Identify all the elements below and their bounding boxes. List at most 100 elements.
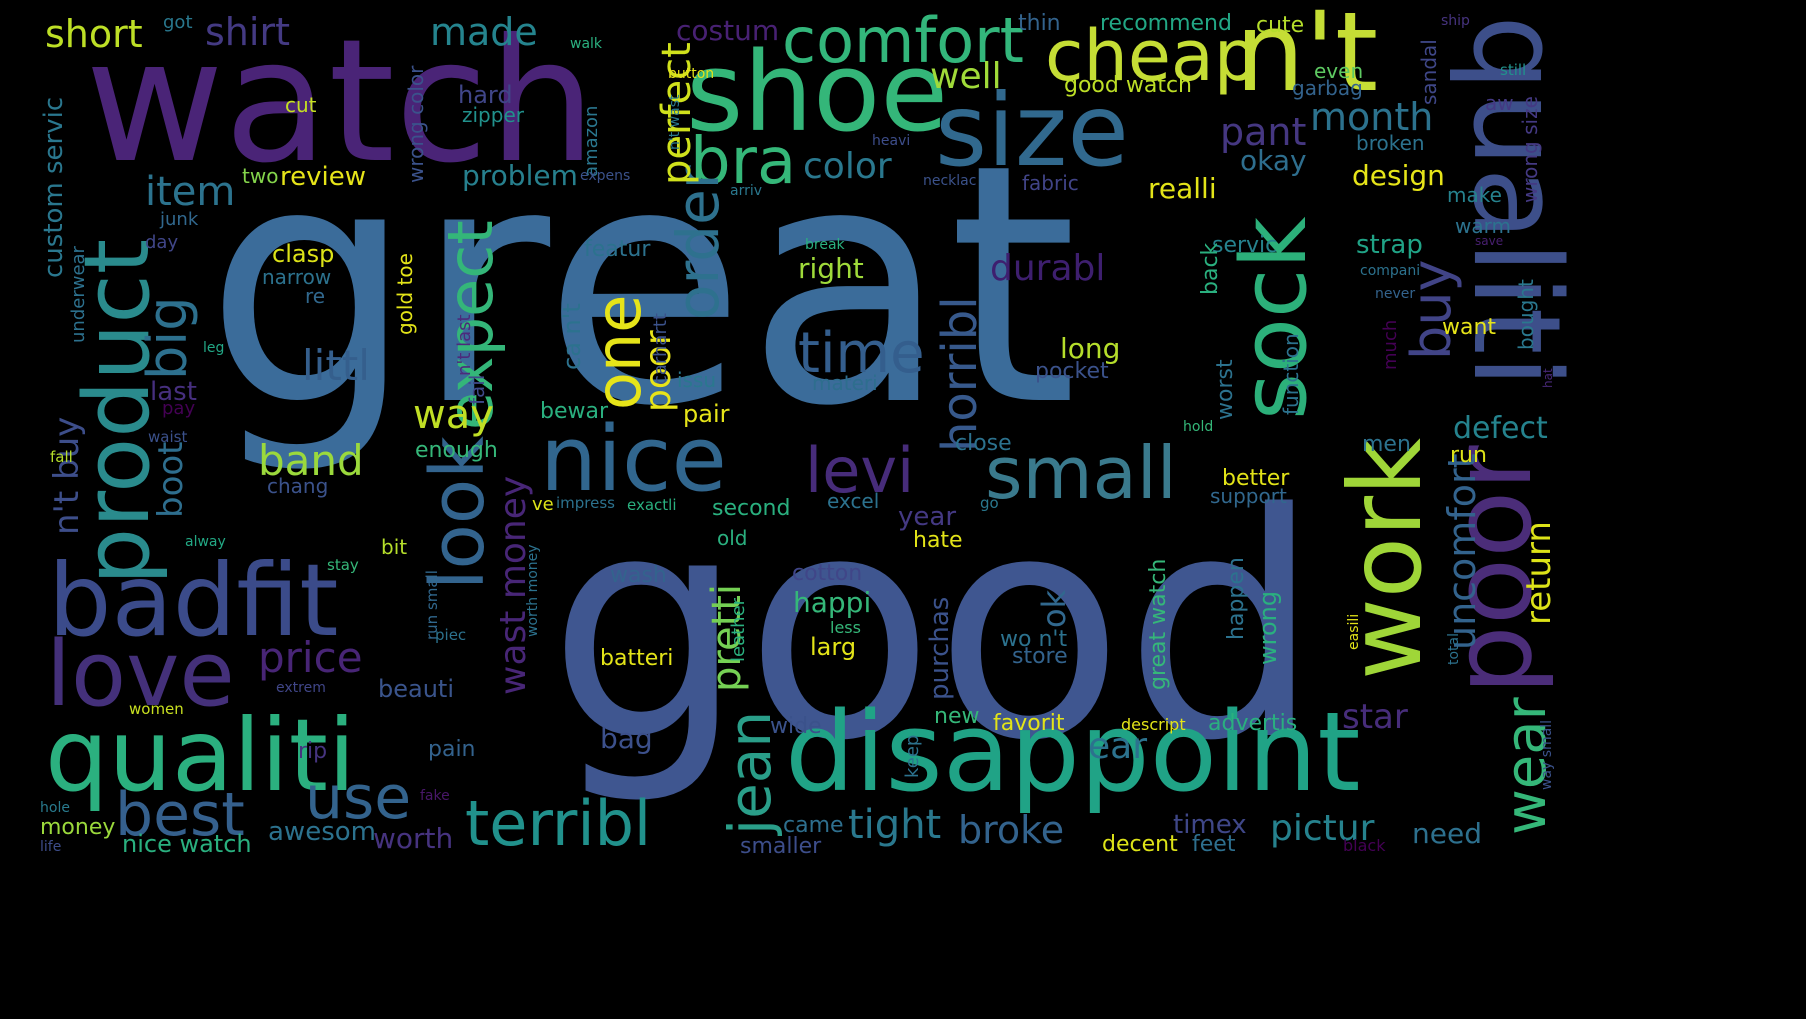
word-timex: timex [1173, 810, 1247, 840]
word-made: made [430, 10, 538, 54]
word-shoe: shoe [686, 28, 948, 156]
word-review: review [280, 162, 366, 192]
word-still: still [1500, 61, 1526, 79]
word-buy: buy [1400, 260, 1463, 360]
word-make: make [1447, 183, 1502, 207]
word-day: day [145, 232, 178, 253]
word-money: money [40, 815, 115, 840]
word-total: total [1446, 633, 1462, 665]
word-item: item [145, 169, 235, 215]
word-right: right [798, 252, 864, 285]
word-worst: worst [1213, 359, 1238, 420]
word-leather: leather [728, 597, 749, 662]
word-hard: hard [458, 81, 513, 109]
word-re: re [305, 284, 325, 308]
word-leg: leg [203, 340, 224, 356]
word-wast-money: wast money [493, 476, 534, 695]
word-good: good [548, 448, 1321, 809]
word-year: year [898, 502, 956, 532]
word-watch: watch [85, 3, 596, 201]
word-ok: ok [1035, 589, 1073, 628]
word-way-small: way small [1539, 720, 1555, 790]
word-nice: nice [540, 407, 727, 512]
word-bag: bag [600, 722, 653, 755]
word-bit: bit [381, 535, 407, 559]
word-impress: impress [556, 494, 615, 512]
word-enough: enough [415, 438, 498, 463]
word-short: short [45, 12, 143, 56]
word-feet: feet [1192, 832, 1236, 857]
word-recommend: recommend [1100, 11, 1232, 36]
word-expect: expect [434, 220, 507, 430]
word-poor: poor [1428, 445, 1556, 695]
word-custom-servic: custom servic [39, 97, 69, 278]
word-sock: sock [1222, 216, 1327, 420]
word-long: long [1060, 332, 1120, 365]
word-gold-toe: gold toe [393, 253, 417, 335]
word-life: life [40, 839, 61, 855]
word-worth: worth [373, 822, 453, 855]
word-problem: problem [462, 159, 578, 192]
word-two: two [242, 164, 278, 188]
word-uncomfort: uncomfort [1440, 454, 1484, 650]
word-month: month [1310, 95, 1433, 139]
word-tight: tight [848, 802, 941, 848]
word-pain: pain [428, 737, 476, 762]
word-n-t: n't [1235, 0, 1378, 116]
word-new: new [934, 704, 979, 729]
word-fail: fail [465, 375, 489, 405]
word-ship: ship [1441, 13, 1470, 29]
word-bought: bought [1514, 279, 1538, 350]
word-best: best [115, 780, 245, 850]
word-chang: chang [267, 474, 328, 498]
word-descript: descript [1121, 715, 1186, 734]
word-easili: easili [1346, 614, 1362, 650]
word-design: design [1352, 159, 1445, 192]
word-bewar: bewar [540, 399, 609, 424]
word-product: product [65, 239, 170, 585]
word-clasp: clasp [272, 240, 334, 268]
word-waist: waist [148, 428, 187, 446]
word-sandal: sandal [1417, 39, 1441, 105]
word-beauti: beauti [378, 675, 454, 703]
word-excel: excel [827, 489, 879, 513]
word-wrong-size: wrong size [1518, 96, 1542, 203]
word-return: return [1519, 521, 1559, 625]
word-awesom: awesom [268, 817, 376, 847]
word-favorit: favorit [993, 711, 1065, 736]
word-never: never [1375, 286, 1415, 302]
word-wrong: wrong [1254, 591, 1282, 665]
word-bra: bra [690, 125, 796, 199]
word-heavi: heavi [872, 133, 910, 149]
word-littl: littl [302, 341, 370, 390]
word-zipper: zipper [462, 103, 525, 127]
word-warm: warm [1455, 214, 1511, 238]
word-happi: happi [793, 586, 871, 619]
word-cute: cute [1256, 13, 1304, 38]
word-store: store [1012, 644, 1068, 669]
word-ear: ear [1088, 726, 1147, 767]
word-narrow: narrow [262, 265, 331, 289]
word-pant: pant [1220, 110, 1306, 154]
word-smaller: smaller [740, 834, 822, 859]
word-second: second [712, 496, 790, 521]
word-worth-money: worth money [525, 544, 541, 637]
word-color: color [803, 146, 892, 187]
word-poor: poor [638, 330, 679, 412]
word-big: big [136, 296, 199, 380]
word-came: came [783, 813, 844, 838]
word-carhartt: carhartt [650, 313, 671, 385]
word-support: support [1210, 484, 1287, 508]
word-work: work [1327, 438, 1444, 680]
word-less: less [830, 618, 861, 637]
word-amazon: amazon [581, 106, 602, 177]
word-okay: okay [1240, 144, 1307, 177]
word-broken: broken [1356, 131, 1425, 155]
word-shirt: shirt [205, 10, 290, 54]
word-hole: hole [40, 800, 70, 816]
word-old: old [717, 526, 748, 550]
word-close: close [955, 431, 1012, 456]
word-even: even [1314, 59, 1363, 83]
word-fabric: fabric [1022, 171, 1079, 195]
word-decent: decent [1102, 832, 1178, 857]
